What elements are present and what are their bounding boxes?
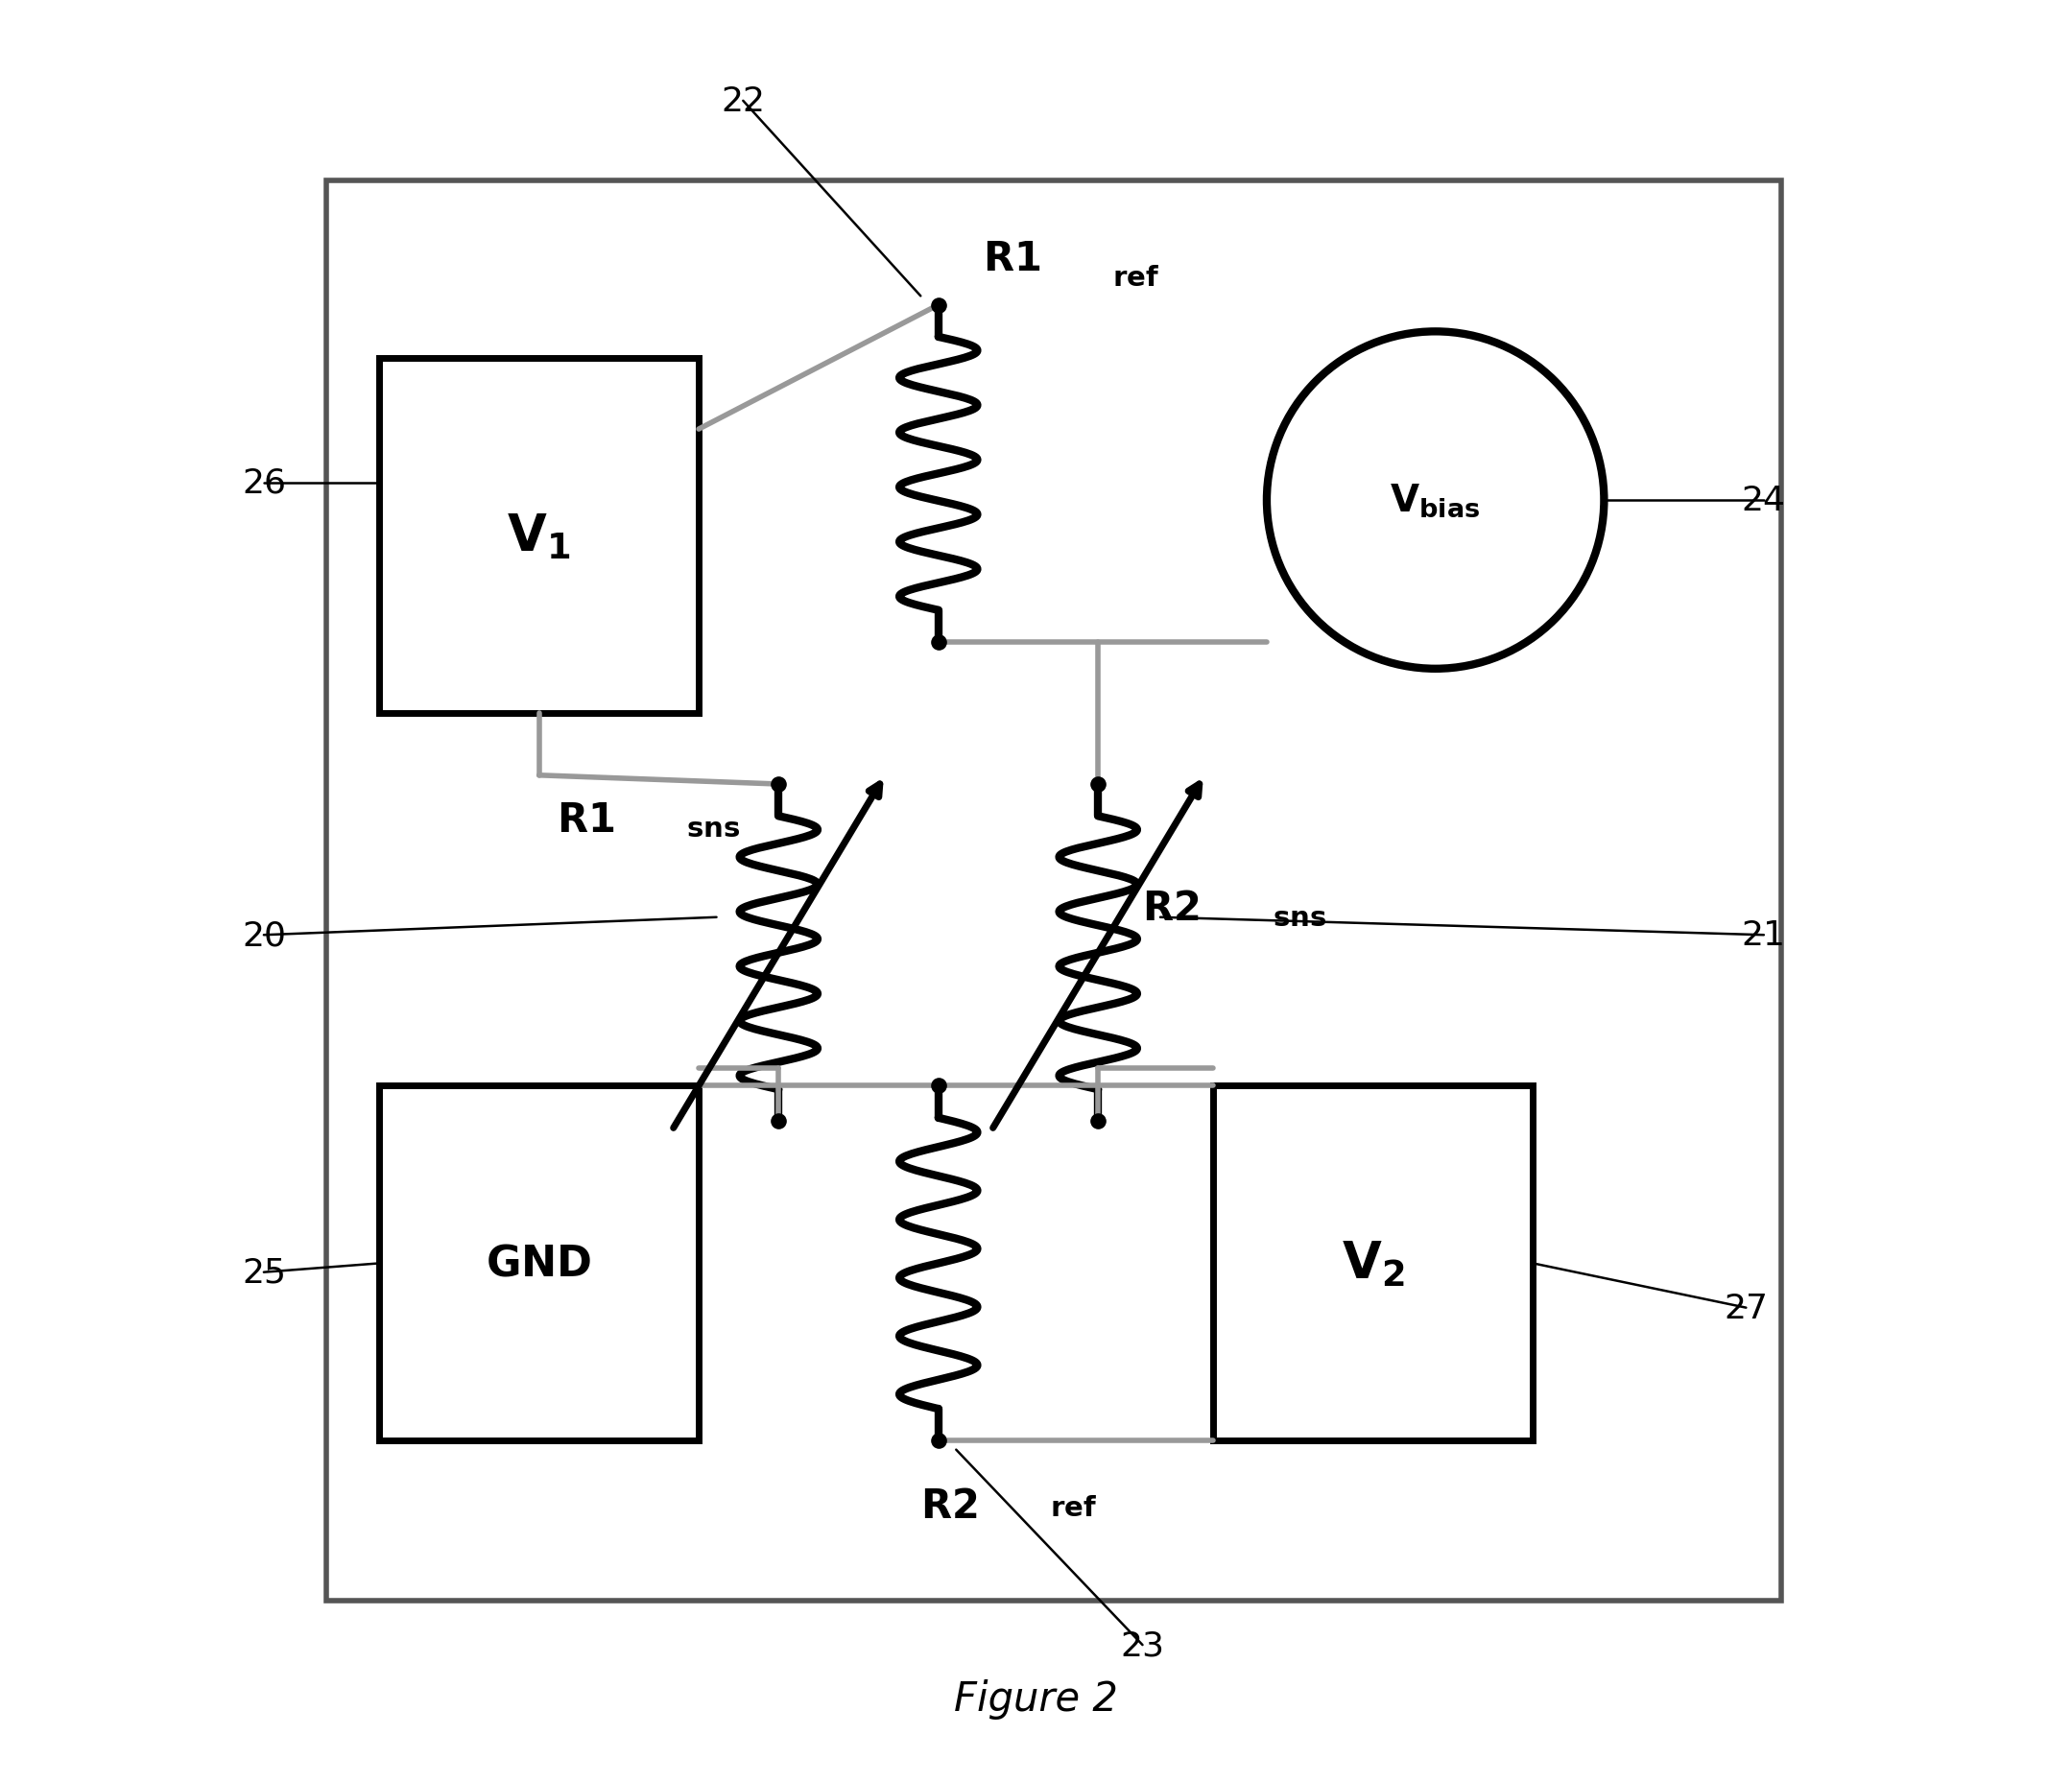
Text: $\mathbf{R1}$: $\mathbf{R1}$ [557,800,615,839]
Point [1082,770,1115,798]
Text: 20: 20 [242,920,286,952]
Text: $\mathbf{V_1}$: $\mathbf{V_1}$ [508,511,572,561]
Point [922,290,955,319]
Text: $\mathbf{sns}$: $\mathbf{sns}$ [1272,903,1326,930]
Text: 27: 27 [1724,1292,1767,1324]
Text: $\mathbf{R1}$: $\mathbf{R1}$ [982,239,1040,280]
Text: $\mathbf{GND}$: $\mathbf{GND}$ [487,1242,593,1285]
Text: 23: 23 [1121,1629,1164,1661]
FancyBboxPatch shape [1214,1087,1533,1442]
Text: 26: 26 [242,467,286,499]
Point [762,770,796,798]
Text: $\mathbf{V_2}$: $\mathbf{V_2}$ [1343,1238,1405,1288]
FancyBboxPatch shape [379,1087,698,1442]
Text: $\mathbf{ref}$: $\mathbf{ref}$ [1051,1493,1098,1522]
Text: Figure 2: Figure 2 [953,1679,1119,1718]
Text: 24: 24 [1743,485,1786,517]
Text: $\mathbf{V_{bias}}$: $\mathbf{V_{bias}}$ [1390,483,1481,519]
Text: $\mathbf{R2}$: $\mathbf{R2}$ [920,1484,978,1525]
Point [922,1427,955,1456]
Point [922,1073,955,1101]
Point [762,1107,796,1135]
Point [922,629,955,658]
Text: $\mathbf{ref}$: $\mathbf{ref}$ [1113,264,1160,292]
FancyBboxPatch shape [325,182,1782,1600]
Text: $\mathbf{R2}$: $\mathbf{R2}$ [1142,889,1200,928]
Text: 21: 21 [1743,920,1786,952]
Text: $\mathbf{sns}$: $\mathbf{sns}$ [686,816,740,843]
Point [1082,1107,1115,1135]
FancyBboxPatch shape [379,358,698,713]
Text: 25: 25 [242,1256,286,1288]
Text: 22: 22 [721,86,765,118]
